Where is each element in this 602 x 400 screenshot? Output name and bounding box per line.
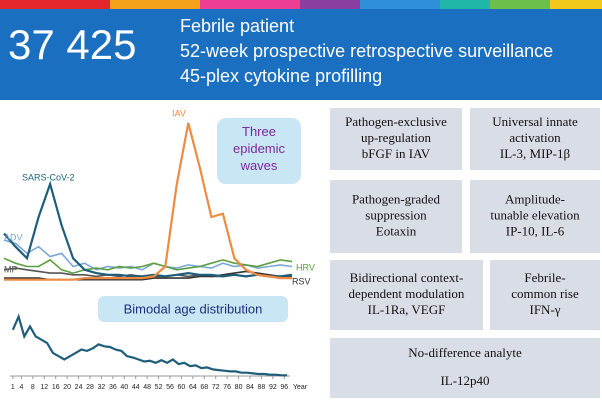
x-tick-label: 28	[86, 384, 94, 391]
x-tick-label: 1	[11, 384, 15, 391]
finding-text: bFGF in IAV	[362, 146, 431, 161]
x-tick-label: 84	[246, 384, 254, 391]
x-tick-label: 80	[235, 384, 243, 391]
x-tick-label: 76	[223, 384, 231, 391]
series-line	[3, 180, 293, 278]
x-tick-label: 24	[75, 384, 83, 391]
finding-box	[330, 108, 462, 170]
x-tick-label: 4	[19, 384, 23, 391]
finding-text: IFN-γ	[529, 302, 560, 317]
x-tick-label: 56	[166, 384, 174, 391]
x-tick-label: 88	[258, 384, 266, 391]
x-tick-label: 64	[189, 384, 197, 391]
finding-text: Bidirectional context-	[350, 270, 464, 285]
finding-box	[330, 180, 462, 253]
finding-text: Febrile-	[524, 270, 565, 285]
x-tick-label: 96	[280, 384, 288, 391]
x-axis-label: Year	[293, 384, 308, 391]
finding-box	[330, 260, 483, 330]
x-tick-label: 20	[63, 384, 71, 391]
x-tick-label: 36	[109, 384, 117, 391]
finding-box	[470, 180, 600, 253]
finding-text: Eotaxin	[376, 223, 417, 238]
finding-text: IP-10, IL-6	[506, 223, 565, 238]
x-tick-label: 48	[143, 384, 151, 391]
finding-text: IL-1Ra, VEGF	[368, 302, 446, 317]
annotation: Bimodal age distribution	[124, 301, 263, 316]
series-label: ADV	[4, 232, 23, 242]
patient-count: 37 425	[8, 21, 136, 68]
finding-text: Pathogen-graded	[352, 191, 441, 206]
series-label: IAV	[172, 108, 186, 118]
series-label: HRV	[296, 262, 315, 272]
finding-text: suppression	[365, 207, 427, 222]
x-tick-label: 92	[269, 384, 277, 391]
finding-box	[330, 338, 600, 398]
x-tick-label: 8	[31, 384, 35, 391]
x-tick-label: 68	[200, 384, 208, 391]
finding-text: Universal innate	[492, 114, 578, 129]
finding-text: IL-3, MIP-1β	[500, 146, 571, 161]
annotation: Three epidemic waves	[233, 124, 286, 173]
x-tick-label: 40	[120, 384, 128, 391]
series-line	[4, 122, 292, 281]
header-banner	[0, 9, 602, 100]
finding-text: Pathogen-exclusive	[345, 114, 447, 129]
finding-box	[490, 260, 600, 330]
series-line	[3, 257, 293, 274]
finding-text: activation	[509, 130, 561, 145]
annotation-box	[217, 118, 301, 184]
x-tick-label: 60	[178, 384, 186, 391]
x-tick-label: 44	[132, 384, 140, 391]
series-label: SARS-CoV-2	[22, 172, 75, 182]
series-label: RSV	[292, 276, 311, 286]
x-tick-label: 16	[52, 384, 60, 391]
header-line: Febrile patient	[180, 16, 294, 36]
finding-text: IL-12p40	[440, 373, 489, 388]
rainbow-stripe	[0, 0, 602, 9]
finding-text: No-difference analyte	[408, 345, 522, 360]
x-tick-label: 72	[212, 384, 220, 391]
finding-text: common rise	[511, 286, 579, 301]
annotation-box	[98, 296, 288, 322]
age-line	[11, 313, 288, 377]
header-line: 52-week prospective retrospective survei…	[180, 41, 553, 61]
finding-text: tunable elevation	[490, 207, 580, 222]
finding-text: up-regulation	[361, 130, 432, 145]
x-tick-label: 32	[98, 384, 106, 391]
finding-text: Amplitude-	[505, 191, 565, 206]
x-tick-label: 12	[40, 384, 48, 391]
header-line: 45-plex cytokine profilling	[180, 66, 382, 86]
finding-text: dependent modulation	[349, 286, 465, 301]
x-tick-label: 52	[155, 384, 163, 391]
finding-box	[470, 108, 600, 170]
series-label: MP	[4, 264, 18, 274]
